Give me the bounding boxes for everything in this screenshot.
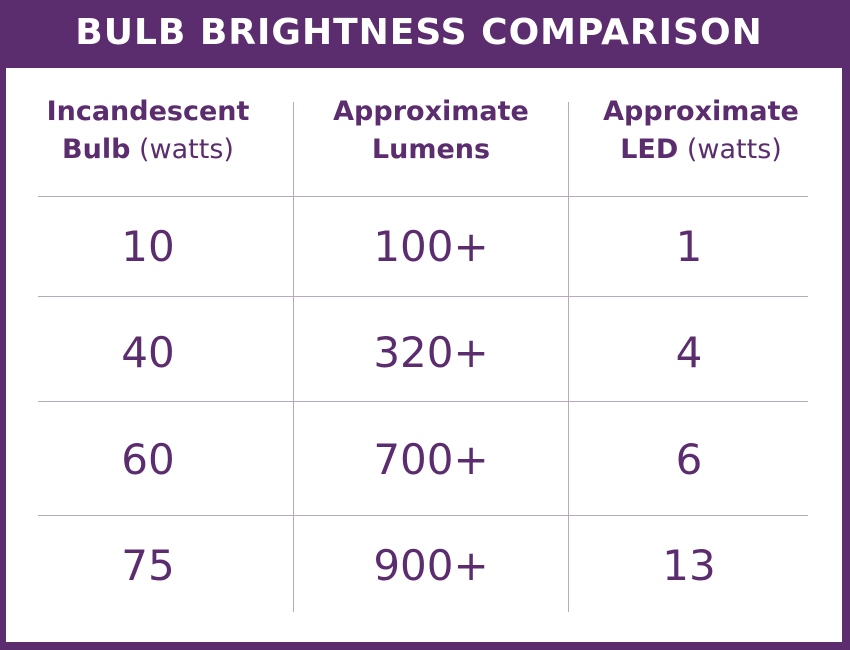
table-cell: 900+	[373, 541, 489, 590]
row-divider	[38, 296, 808, 297]
header-line2-unit: (watts)	[139, 134, 234, 165]
table-cell: 75	[121, 541, 175, 590]
table-cell: 4	[675, 328, 703, 377]
table-panel: Incandescent Bulb (watts) Approximate Lu…	[6, 68, 842, 642]
row-divider	[38, 515, 808, 516]
header-line1: Approximate	[333, 96, 529, 127]
table-cell: 1	[675, 222, 703, 271]
comparison-table: Incandescent Bulb (watts) Approximate Lu…	[6, 68, 842, 642]
table-cell: 10	[121, 222, 175, 271]
column-header-lumens: Approximate Lumens	[294, 93, 568, 169]
chart-title: BULB BRIGHTNESS COMPARISON	[0, 0, 850, 68]
header-line1: Incandescent	[46, 96, 250, 127]
header-line2-unit: (watts)	[686, 134, 782, 165]
chart-title-text: BULB BRIGHTNESS COMPARISON	[75, 11, 763, 53]
table-cell: 700+	[373, 435, 489, 484]
table-cell: 6	[675, 435, 703, 484]
header-line2-bold: Bulb	[62, 134, 131, 165]
table-cell: 60	[121, 435, 175, 484]
column-divider	[293, 102, 294, 612]
header-line2-bold: LED	[620, 134, 679, 165]
row-divider	[38, 401, 808, 402]
table-cell: 320+	[373, 328, 489, 377]
column-divider	[568, 102, 569, 612]
column-header-incandescent: Incandescent Bulb (watts)	[18, 93, 278, 169]
table-cell: 100+	[373, 222, 489, 271]
row-divider	[38, 196, 808, 197]
table-cell: 40	[121, 328, 175, 377]
table-cell: 13	[662, 541, 716, 590]
header-line1: Approximate	[603, 96, 799, 127]
column-header-led: Approximate LED (watts)	[569, 93, 833, 169]
header-line2-bold: Lumens	[371, 134, 491, 165]
